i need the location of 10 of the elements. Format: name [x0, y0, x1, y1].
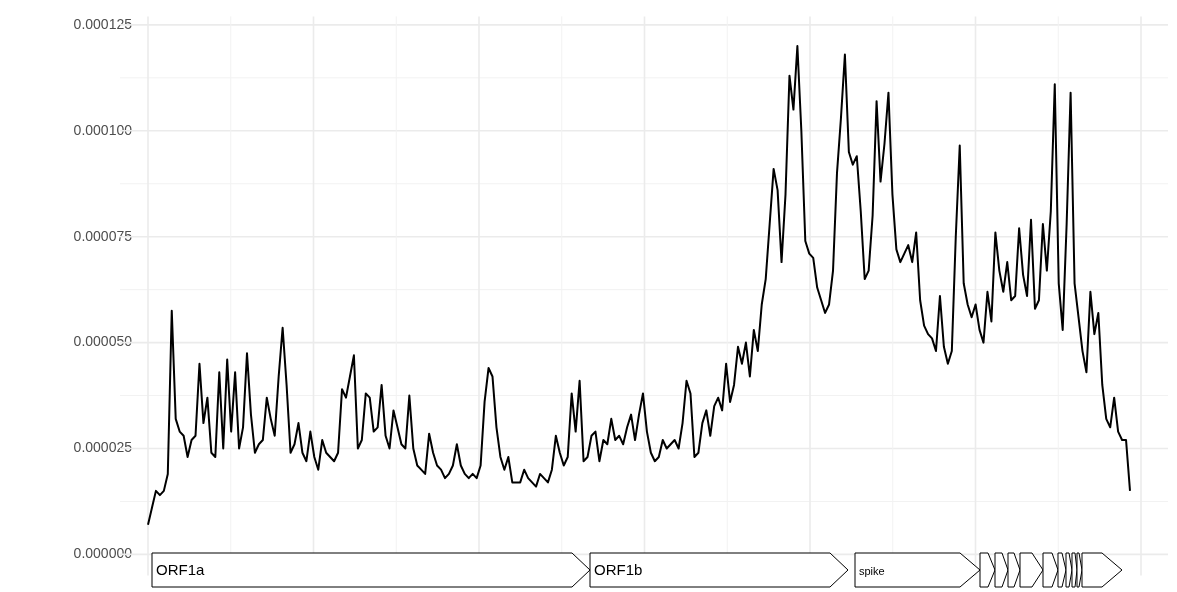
y-tick-label: 0.000125 — [73, 15, 133, 32]
annotation: spike — [859, 565, 885, 577]
y-tick-label: 0.000075 — [73, 227, 133, 244]
annotation: ORF1b — [594, 561, 643, 578]
y-tick-label: 0.000050 — [73, 333, 133, 350]
y-tick-label: 0.000100 — [73, 121, 133, 138]
y-tick-label: 0.000025 — [73, 439, 133, 456]
y-tick-label: 0.000000 — [73, 545, 133, 562]
annotation: ORF1a — [156, 561, 205, 578]
gene-map: ORF1a ORF1b spike — [151, 552, 1123, 588]
